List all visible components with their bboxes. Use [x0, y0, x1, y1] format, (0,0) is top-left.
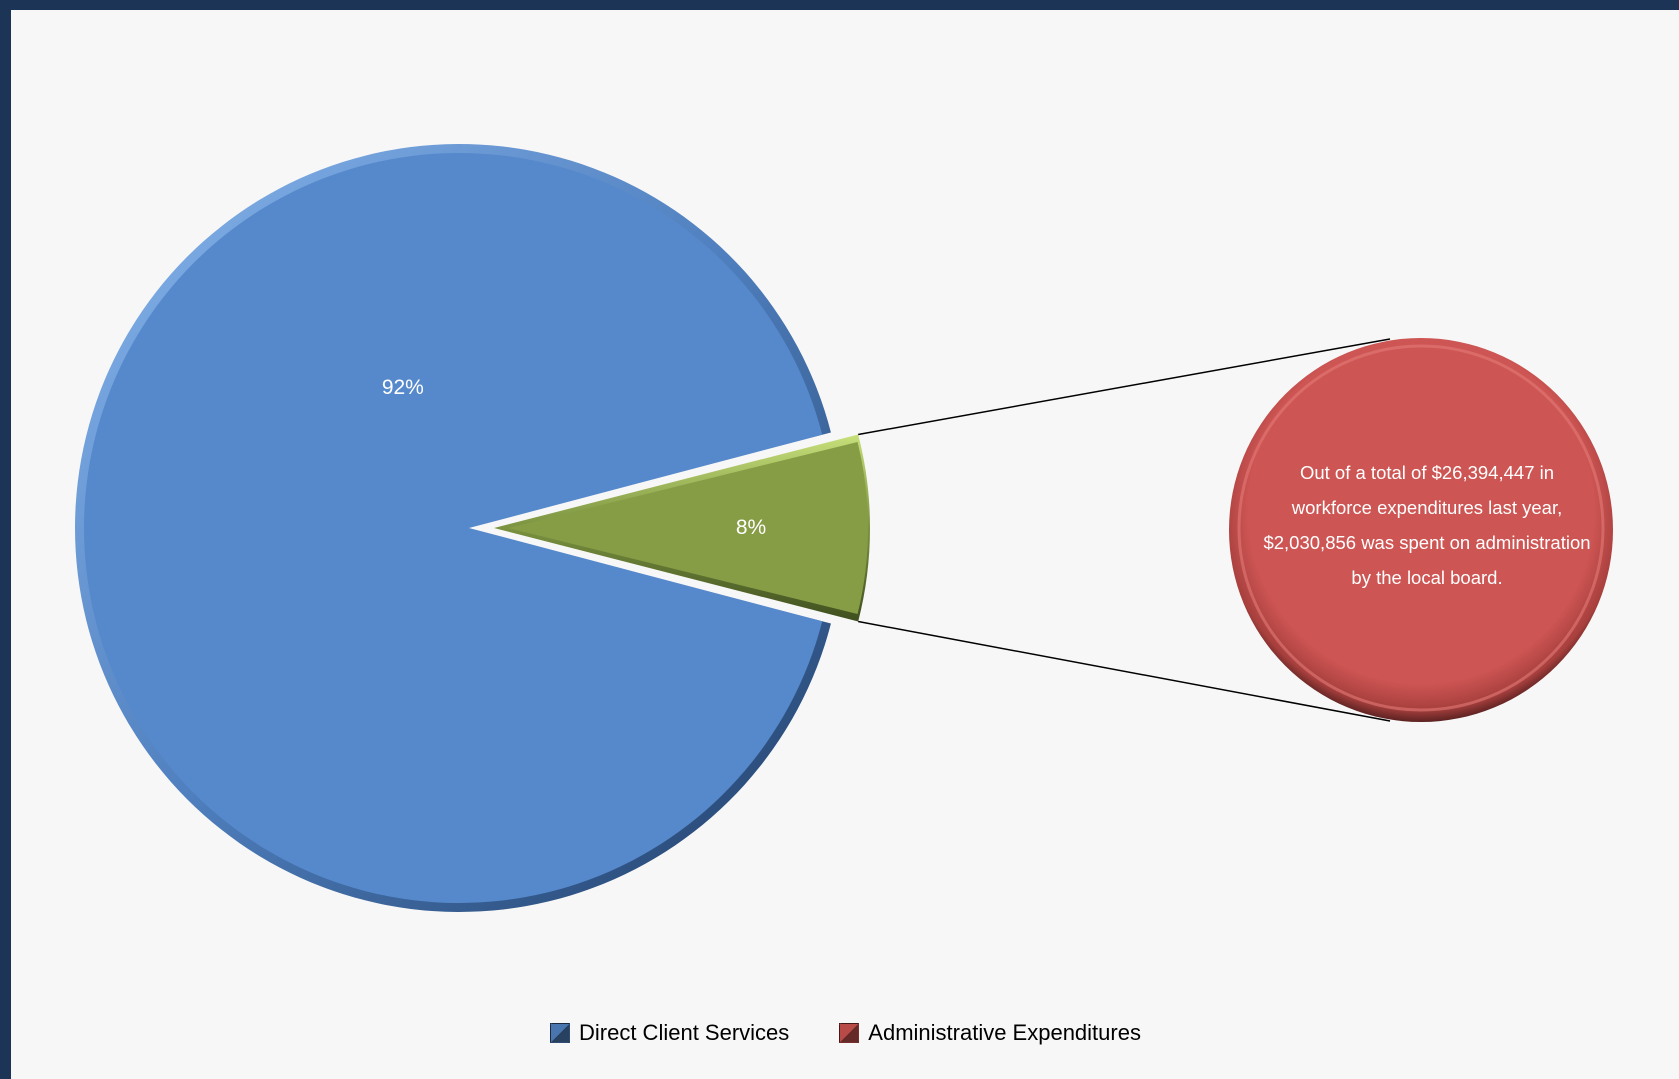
legend-swatch-administrative-expenditures — [839, 1023, 860, 1043]
pie-slices — [74, 144, 870, 913]
connector-line-bottom — [858, 620, 1391, 722]
pie-label-administrative-expenditures: 8% — [736, 516, 766, 539]
callout-group — [1229, 338, 1613, 722]
legend-swatch-direct-client-services — [550, 1023, 570, 1043]
callout-circle-highlight — [1237, 344, 1605, 712]
pie-slice-administrative-expenditures-face — [508, 441, 868, 615]
legend-label-direct-client-services: Direct Client Services — [579, 1020, 790, 1045]
legend-item-direct-client-services: Direct Client Services — [550, 1020, 789, 1046]
callout-circle — [1229, 338, 1613, 722]
connector-line-top — [858, 338, 1391, 436]
legend-item-administrative-expenditures: Administrative Expenditures — [839, 1020, 1141, 1046]
connector-lines — [858, 338, 1391, 722]
percentage-labels: 92% 8% — [382, 376, 766, 539]
legend: Direct Client Services Administrative Ex… — [550, 1018, 1191, 1048]
pie-label-direct-client-services: 92% — [382, 376, 424, 399]
pie-slice-direct-client-services-face — [83, 153, 823, 904]
callout-text: Out of a total of $26,394,447 in workfor… — [1263, 462, 1591, 588]
legend-label-administrative-expenditures: Administrative Expenditures — [868, 1020, 1141, 1045]
